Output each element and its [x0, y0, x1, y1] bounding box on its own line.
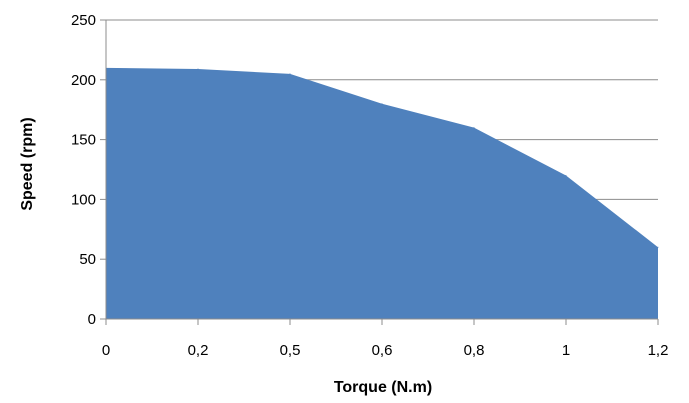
data-point: [565, 174, 567, 176]
data-point: [197, 68, 199, 70]
x-tick-label: 0,2: [188, 342, 209, 359]
x-tick-label: 0,5: [280, 342, 301, 359]
x-tick-label: 1: [562, 342, 570, 359]
data-point: [381, 103, 383, 105]
axes: [100, 19, 659, 325]
x-axis-title: Torque (N.m): [334, 379, 432, 396]
data-point: [473, 127, 475, 129]
area-series: [106, 67, 658, 319]
y-tick-label: 0: [88, 311, 96, 328]
x-tick-label: 0,6: [372, 342, 393, 359]
y-tick-label: 150: [71, 132, 96, 149]
y-tick-label: 250: [71, 12, 96, 29]
y-axis-title: Speed (rpm): [19, 117, 36, 210]
y-tick-labels: 0 50 100 150 200 250: [71, 12, 96, 328]
y-tick-label: 50: [79, 251, 96, 268]
y-tick-label: 200: [71, 72, 96, 89]
x-tick-label: 0,8: [464, 342, 485, 359]
x-tick-label: 0: [102, 342, 110, 359]
data-point: [289, 73, 291, 75]
y-tick-label: 100: [71, 191, 96, 208]
data-point: [657, 246, 659, 248]
x-tick-labels: 0 0,2 0,5 0,6 0,8 1 1,2: [102, 342, 669, 359]
series-area: [105, 67, 659, 319]
x-tick-label: 1,2: [648, 342, 669, 359]
